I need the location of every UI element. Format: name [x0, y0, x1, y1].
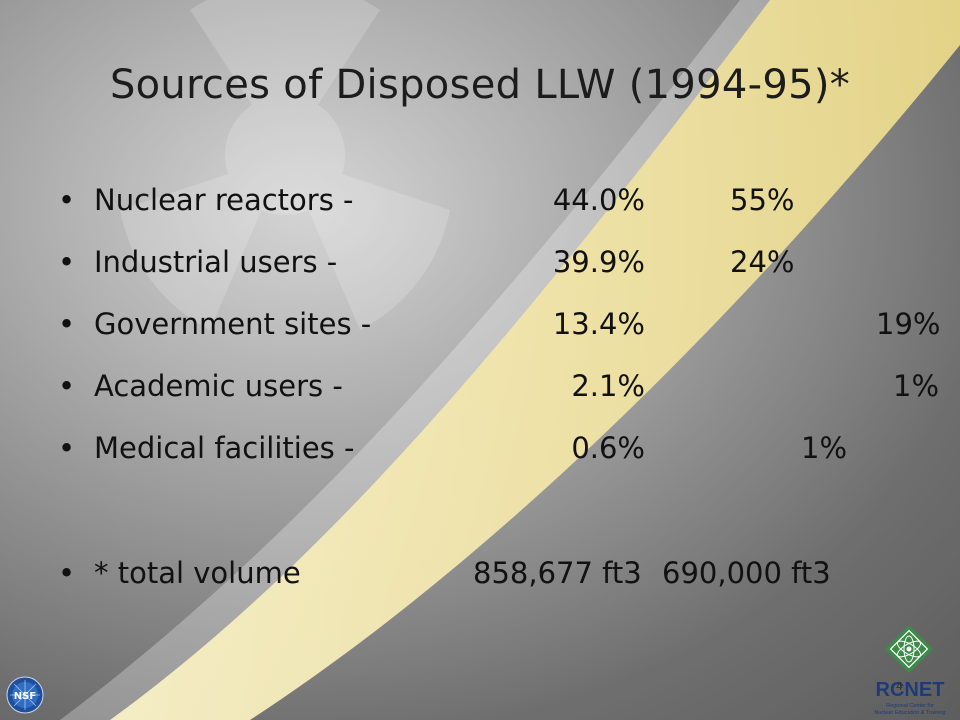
bullet: •: [58, 245, 76, 279]
rcnet-logo: RCNET Regional Center for Nuclear Educat…: [874, 626, 946, 716]
nsf-logo-text: NSF: [14, 691, 36, 702]
total-label: * total volume: [94, 556, 301, 590]
source-label: Industrial users -: [94, 245, 338, 279]
slide-title: Sources of Disposed LLW (1994-95)*: [109, 62, 851, 108]
bullet: •: [58, 556, 76, 590]
percent-1994: 2.1%: [571, 369, 645, 403]
percent-1994: 0.6%: [571, 431, 645, 465]
percent-1994: 44.0%: [552, 183, 645, 217]
percent-1994: 13.4%: [552, 307, 645, 341]
bullet: •: [58, 369, 76, 403]
percent-second: 1%: [801, 431, 848, 465]
source-label: Academic users -: [94, 369, 343, 403]
nsf-logo: NSF: [6, 676, 44, 714]
bullet: •: [58, 431, 76, 465]
source-label: Government sites -: [94, 307, 372, 341]
source-label: Medical facilities -: [94, 431, 355, 465]
bullet: •: [58, 183, 76, 217]
total-volume-1994: 858,677 ft3: [473, 556, 642, 590]
slide-number: 4: [896, 680, 903, 693]
rcnet-logo-subtitle-2: Nuclear Education & Training: [874, 710, 945, 716]
total-volume-second: 690,000 ft3: [662, 556, 831, 590]
percent-second: 19%: [876, 307, 941, 341]
percent-second: 24%: [730, 245, 795, 279]
rcnet-logo-name: RCNET: [876, 679, 945, 701]
bullet: •: [58, 307, 76, 341]
percent-second: 1%: [893, 369, 940, 403]
percent-1994: 39.9%: [552, 245, 645, 279]
source-label: Nuclear reactors -: [94, 183, 354, 217]
radiation-trefoil-watermark: [120, 0, 450, 330]
rcnet-logo-subtitle-1: Regional Center for: [886, 703, 934, 709]
percent-second: 55%: [730, 183, 795, 217]
yellow-swoosh: [110, 0, 960, 720]
